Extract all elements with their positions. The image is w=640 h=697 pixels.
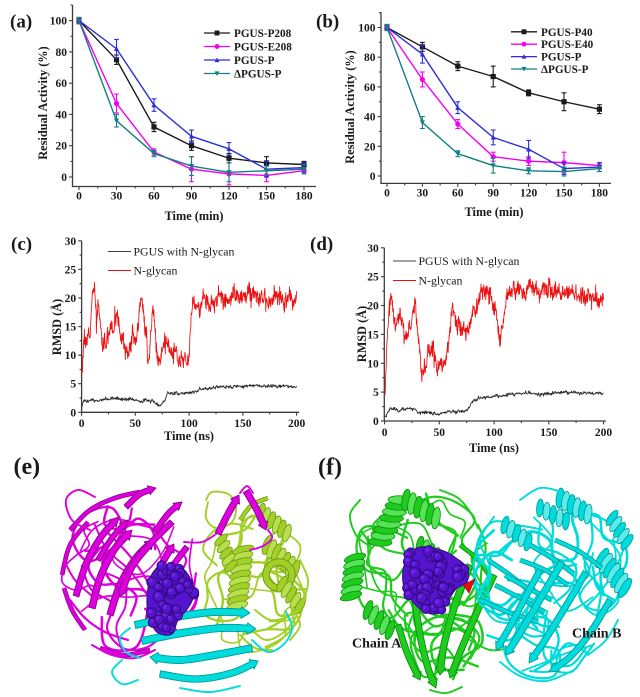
svg-text:(c): (c) [11,234,32,255]
svg-text:N-glycan: N-glycan [419,274,463,288]
svg-text:20: 20 [364,141,376,153]
svg-text:0: 0 [61,172,67,184]
svg-text:100: 100 [485,427,503,439]
svg-text:(b): (b) [316,12,339,33]
svg-text:5: 5 [373,387,379,399]
svg-text:Residual Activity (%): Residual Activity (%) [343,50,357,163]
svg-text:100: 100 [180,418,198,430]
svg-text:5: 5 [70,379,76,391]
svg-text:180: 180 [591,188,609,200]
svg-text:ΔPGUS-P: ΔPGUS-P [541,64,589,76]
svg-text:20: 20 [65,293,77,305]
svg-text:30: 30 [417,188,429,200]
svg-text:PGUS-P208: PGUS-P208 [234,28,292,40]
svg-text:150: 150 [540,427,558,439]
svg-text:ΔPGUS-P: ΔPGUS-P [234,69,282,81]
svg-text:(e): (e) [14,454,41,480]
svg-text:PGUS-P: PGUS-P [541,52,582,64]
svg-text:180: 180 [295,191,313,203]
svg-text:80: 80 [364,52,376,64]
svg-text:0: 0 [384,188,390,200]
svg-text:PGUS-E208: PGUS-E208 [234,42,292,54]
svg-text:25: 25 [367,272,379,284]
svg-text:20: 20 [367,301,379,313]
svg-text:0: 0 [79,418,85,430]
svg-text:RMSD (Å): RMSD (Å) [355,306,369,362]
svg-text:(d): (d) [310,234,333,255]
svg-text:50: 50 [130,418,142,430]
svg-text:120: 120 [220,191,238,203]
svg-text:60: 60 [452,188,464,200]
svg-text:15: 15 [65,322,77,334]
svg-text:Chain A: Chain A [352,637,402,652]
svg-text:15: 15 [367,329,379,341]
svg-text:Time (ns): Time (ns) [469,441,519,455]
svg-text:PGUS-P40: PGUS-P40 [541,27,593,39]
svg-text:90: 90 [487,188,499,200]
svg-text:25: 25 [65,264,77,276]
svg-text:200: 200 [288,418,306,430]
svg-text:0: 0 [70,407,76,419]
svg-text:40: 40 [364,112,376,124]
svg-text:10: 10 [65,350,77,362]
svg-text:80: 80 [56,47,68,59]
svg-text:40: 40 [56,109,68,121]
svg-text:Chain B: Chain B [572,627,621,642]
svg-text:30: 30 [65,236,77,248]
svg-text:0: 0 [382,427,388,439]
svg-text:30: 30 [367,243,379,255]
svg-text:Time (min): Time (min) [465,205,524,219]
svg-text:50: 50 [434,427,446,439]
svg-text:200: 200 [595,427,613,439]
svg-text:RMSD (Å): RMSD (Å) [50,299,64,355]
svg-text:150: 150 [258,191,276,203]
svg-text:120: 120 [520,188,538,200]
svg-text:60: 60 [364,82,376,94]
svg-text:Time (ns): Time (ns) [164,429,214,443]
svg-text:N-glycan: N-glycan [134,264,178,278]
svg-text:Time (min): Time (min) [165,209,224,223]
svg-text:0: 0 [373,416,379,428]
svg-text:(a): (a) [10,12,32,33]
svg-text:90: 90 [186,191,198,203]
svg-text:60: 60 [56,78,68,90]
svg-text:Residual Activity (%): Residual Activity (%) [36,46,50,159]
svg-text:PGUS with N-glycan: PGUS with N-glycan [134,245,235,259]
svg-text:10: 10 [367,358,379,370]
svg-text:0: 0 [76,191,82,203]
svg-text:150: 150 [555,188,573,200]
svg-text:100: 100 [358,23,376,35]
svg-text:0: 0 [370,171,376,183]
svg-text:PGUS-E40: PGUS-E40 [541,39,594,51]
svg-text:100: 100 [50,16,68,28]
svg-text:20: 20 [56,141,68,153]
svg-text:60: 60 [148,191,160,203]
svg-text:(f): (f) [318,455,342,481]
svg-text:PGUS with N-glycan: PGUS with N-glycan [419,254,520,268]
svg-text:30: 30 [111,191,123,203]
svg-text:150: 150 [234,418,252,430]
svg-text:PGUS-P: PGUS-P [234,55,275,67]
